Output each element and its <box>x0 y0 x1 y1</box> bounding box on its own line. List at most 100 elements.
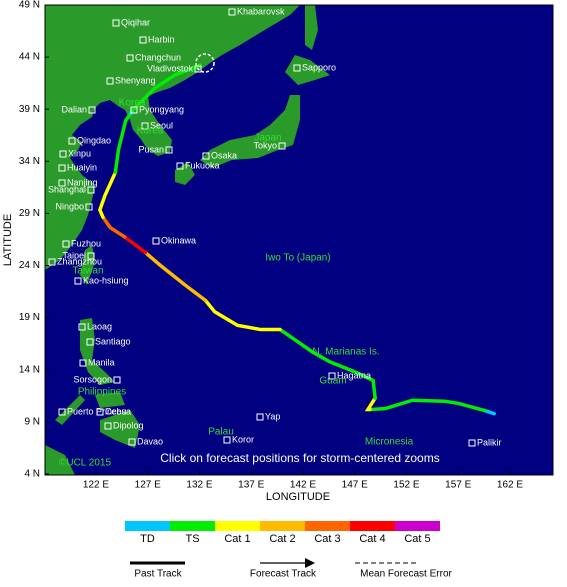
city-marker <box>106 77 114 85</box>
hint[interactable]: Click on forecast positions for storm-ce… <box>160 451 439 465</box>
city-label: Pyongyang <box>139 104 184 114</box>
past-track-label: Past Track <box>134 569 182 580</box>
city-label: Sapporo <box>302 62 336 72</box>
city-label: Dipolog <box>113 420 144 430</box>
city-marker <box>328 372 336 380</box>
y-title: LATITUDE <box>2 214 14 266</box>
track-segment <box>143 250 208 303</box>
city-marker <box>59 150 67 158</box>
forecast-track-label: Forecast Track <box>250 569 317 580</box>
city-label: Palikir <box>477 437 502 447</box>
city-label: Yap <box>265 411 280 421</box>
region-label: Philippines <box>78 387 126 398</box>
city-marker <box>58 408 66 416</box>
city-marker <box>87 252 95 260</box>
city-marker <box>113 376 121 384</box>
city-label: Manila <box>88 357 115 367</box>
city-label: Dalian <box>61 104 87 114</box>
category-swatch <box>395 521 440 531</box>
city-label: Shenyang <box>115 75 156 85</box>
city-marker <box>96 408 104 416</box>
lon-label: 142 E <box>290 480 316 491</box>
lon-label: 137 E <box>238 480 264 491</box>
city-label: Harbin <box>148 34 175 44</box>
city-label: Osaka <box>211 150 237 160</box>
lat-label: 39 N <box>19 104 40 115</box>
city-marker <box>223 436 231 444</box>
city-label: Qiqihar <box>121 17 150 27</box>
lat-label: 9 N <box>24 416 40 427</box>
city-marker <box>128 438 136 446</box>
city-label: Huaiyin <box>67 162 97 172</box>
lon-label: 162 E <box>497 480 523 491</box>
region-label: Guam <box>319 376 346 387</box>
lon-label: 152 E <box>393 480 419 491</box>
lon-label: 157 E <box>445 480 471 491</box>
city-marker <box>78 323 86 331</box>
city-label: Tokyo <box>253 140 277 150</box>
track-segment <box>101 215 127 239</box>
city-label: Seoul <box>150 120 173 130</box>
category-label: Cat 4 <box>359 533 385 545</box>
city-label: Hagatna <box>337 370 371 380</box>
city-marker <box>112 19 120 27</box>
track-segment <box>203 298 282 332</box>
city-label: Okinawa <box>161 235 196 245</box>
city-marker <box>278 142 286 150</box>
category-label: TD <box>140 533 155 545</box>
lat-label: 34 N <box>19 156 40 167</box>
category-swatch <box>170 521 215 531</box>
category-swatch <box>350 521 395 531</box>
track-segment <box>364 396 377 412</box>
region-label: Taiwan <box>72 266 103 277</box>
lon-label: 147 E <box>342 480 368 491</box>
lon-label: 132 E <box>186 480 212 491</box>
city-marker <box>88 106 96 114</box>
city-label: Fuzhou <box>71 238 101 248</box>
forecast-error-circle <box>195 53 215 73</box>
track-segment <box>122 235 148 255</box>
land <box>45 5 330 475</box>
city-label: Ningbo <box>55 201 84 211</box>
city-label: Xinpu <box>68 148 91 158</box>
city-marker <box>176 162 184 170</box>
category-label: Cat 1 <box>224 533 250 545</box>
city-label: Koror <box>232 434 254 444</box>
region-label: N. Marianas Is. <box>312 347 379 358</box>
city-label: Vladivostok <box>147 63 194 73</box>
region-label: Japan <box>254 133 281 144</box>
city-label: Zhangzhou <box>57 256 102 266</box>
city-marker <box>68 137 76 145</box>
city-marker <box>87 186 95 194</box>
city-marker <box>126 54 134 62</box>
city-marker <box>74 277 82 285</box>
city-label: Fukuoka <box>185 160 220 170</box>
city-label: Nanjing <box>67 177 98 187</box>
city-marker <box>104 422 112 430</box>
track-segment <box>131 63 202 112</box>
city-marker <box>194 65 202 73</box>
city-marker <box>256 413 264 421</box>
city-label: Pusan <box>138 144 164 154</box>
city-label: Changchun <box>135 52 181 62</box>
track-segment <box>368 398 487 413</box>
frame <box>44 4 554 476</box>
category-label: Cat 5 <box>404 533 430 545</box>
region-label: Korea <box>119 98 146 109</box>
city-marker <box>152 237 160 245</box>
region-label: Iwo To (Japan) <box>265 253 330 264</box>
city-label: Cebu <box>105 406 127 416</box>
track-segment <box>97 170 118 219</box>
city-marker <box>85 203 93 211</box>
category-label: Cat 2 <box>269 533 295 545</box>
x-title: LONGITUDE <box>266 491 330 503</box>
city-label: Davao <box>137 436 163 446</box>
category-swatch <box>260 521 305 531</box>
lon-label: 127 E <box>135 480 161 491</box>
city-label: Kao-hsiung <box>83 275 129 285</box>
region-label: Palau <box>208 427 234 438</box>
city-marker <box>165 146 173 154</box>
lat-label: 14 N <box>19 364 40 375</box>
labels: Khabarovsk Qiqihar Harbin ChangchunVladivos… <box>48 6 502 447</box>
